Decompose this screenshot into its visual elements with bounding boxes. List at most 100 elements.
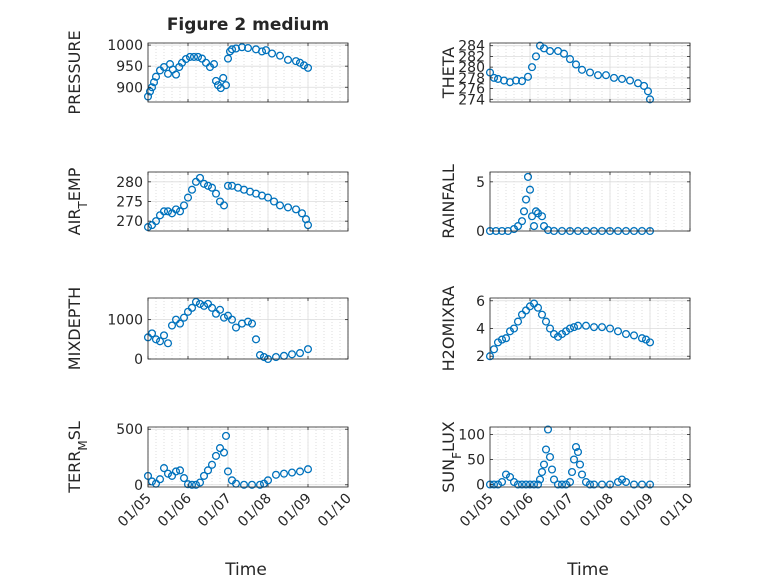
data-point (199, 471, 209, 480)
y-tick-label: 0 (134, 352, 143, 368)
data-point (199, 301, 209, 310)
data-point (517, 217, 527, 226)
axes-background (148, 427, 348, 487)
data-point (243, 44, 253, 53)
y-tick-label: 275 (116, 195, 143, 211)
x-tick-label: 01/06 (497, 490, 537, 530)
y-tick-label: 282 (458, 49, 485, 65)
data-point (203, 466, 213, 475)
subplot-7: 01/05 01/06 01/07 01/08 01/09 01/10 0 500 TERRMS… (65, 421, 355, 580)
data-point (537, 310, 547, 319)
data-point (155, 337, 165, 346)
x-axis-label: Time (566, 560, 609, 580)
data-point (261, 46, 271, 55)
data-point (167, 321, 177, 330)
x-tick-label: 01/08 (235, 491, 275, 531)
data-point (645, 338, 655, 347)
data-point (295, 349, 305, 358)
data-point (151, 335, 161, 344)
data-point (181, 54, 191, 64)
data-point (629, 331, 639, 340)
data-point (613, 477, 623, 487)
data-point (155, 475, 165, 484)
data-point (577, 470, 587, 479)
data-point (163, 469, 173, 478)
data-point (559, 49, 569, 58)
axes-background (490, 427, 690, 487)
data-point (531, 207, 541, 216)
data-point (147, 329, 157, 338)
y-tick-label: 100 (458, 428, 485, 444)
data-point (223, 181, 233, 190)
x-tick-label: 01/05 (457, 491, 497, 531)
data-point (221, 431, 231, 440)
data-point (199, 179, 209, 188)
data-point (535, 41, 545, 50)
x-tick-label: 01/10 (657, 491, 697, 531)
data-point (511, 76, 521, 85)
data-point (569, 323, 579, 332)
axes-box (147, 426, 349, 488)
data-point (589, 480, 599, 489)
y-tick-label: 278 (458, 71, 485, 87)
data-point (539, 460, 549, 469)
x-tick-label: 01/05 (115, 491, 155, 531)
data-point (191, 297, 201, 306)
data-point (287, 350, 297, 359)
y-axis-label: TERRMSL (65, 421, 90, 494)
data-point (209, 60, 219, 69)
data-point (145, 87, 155, 96)
data-point (275, 201, 285, 210)
data-point (545, 452, 555, 462)
data-point (237, 43, 247, 52)
data-point (517, 310, 527, 319)
y-tick-label: 274 (458, 92, 485, 108)
x-axis-label: Time (224, 560, 267, 580)
data-point (581, 321, 591, 330)
data-point (525, 480, 535, 489)
data-point (195, 299, 205, 308)
y-tick-label: 280 (116, 175, 143, 191)
data-point (189, 52, 199, 61)
data-point (243, 317, 253, 326)
axes-box (489, 42, 691, 103)
data-point (513, 317, 523, 326)
data-point (575, 460, 585, 469)
data-point (593, 71, 603, 80)
data-point (303, 345, 313, 354)
data-point (643, 87, 653, 96)
data-point (231, 323, 241, 332)
data-point (227, 45, 237, 54)
data-point (545, 324, 555, 333)
y-tick-label: 900 (116, 80, 143, 96)
data-point (541, 317, 551, 326)
data-point (621, 477, 631, 487)
data-point (537, 212, 547, 221)
data-point (297, 209, 307, 218)
y-tick-label: 1000 (107, 38, 143, 54)
data-point (529, 480, 539, 489)
data-point (271, 352, 281, 362)
data-point (159, 331, 169, 340)
data-point (219, 73, 228, 83)
data-point (275, 51, 285, 60)
data-point (537, 467, 547, 477)
data-point (255, 480, 265, 489)
data-point (629, 480, 639, 489)
data-point (247, 480, 257, 489)
data-point (193, 52, 203, 61)
y-tick-label: 0 (476, 478, 485, 494)
x-tick-label: 01/10 (315, 491, 355, 531)
data-point (509, 477, 519, 487)
data-point (251, 335, 261, 344)
axes-box (147, 297, 349, 360)
data-point (221, 81, 231, 90)
data-point (529, 299, 539, 308)
data-point (211, 451, 221, 460)
data-point (509, 324, 519, 333)
data-point (227, 315, 237, 324)
data-point (543, 425, 553, 434)
data-point (215, 305, 225, 314)
data-point (179, 313, 189, 322)
